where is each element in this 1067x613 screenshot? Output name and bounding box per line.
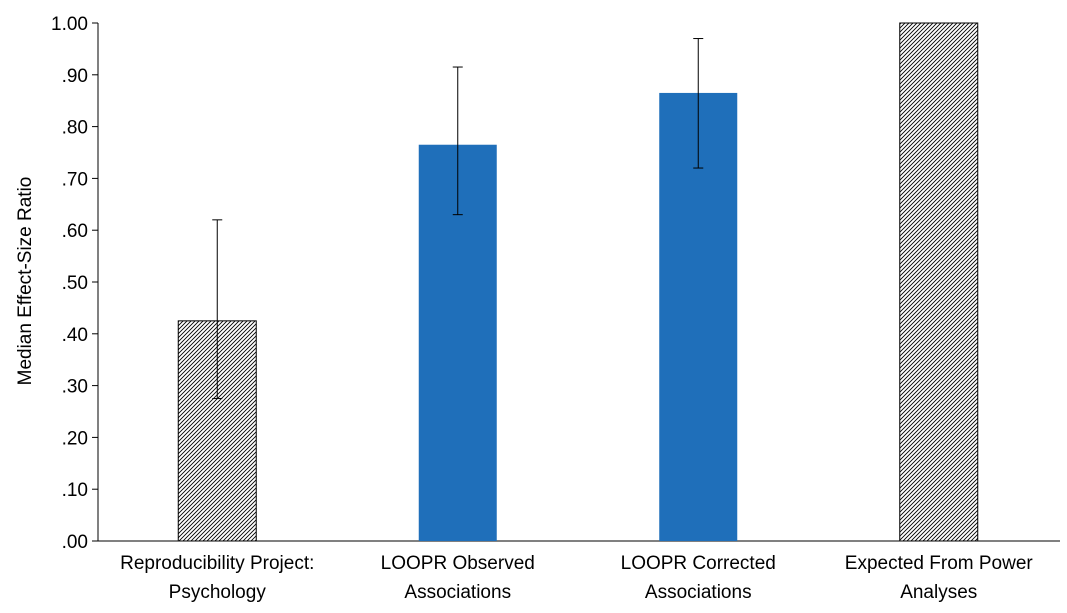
bar-4 (899, 22, 979, 542)
y-tick-label: .40 (62, 325, 88, 346)
y-tick-label: .50 (62, 273, 88, 294)
category-label-4: Expected From Power Analyses (845, 553, 1034, 603)
axis-layer: .00 .10 .20 .30 .40 .50 .60 .70 .80 .90 1.00 (51, 14, 1060, 553)
y-tick-label: .20 (62, 428, 88, 449)
y-tick-label: .60 (62, 221, 88, 242)
category-label-layer: Reproducibility Project: Psychology LOOPR … (120, 553, 1033, 603)
bar-layer (177, 22, 979, 542)
category-label-1: Reproducibility Project: Psychology (120, 553, 314, 603)
error-bar-2 (452, 66, 463, 216)
error-bar-layer (212, 38, 704, 400)
category-label-3: LOOPR Corrected Associations (621, 553, 776, 603)
error-bar-1 (212, 219, 223, 400)
y-tick-label: 1.00 (51, 14, 88, 35)
y-tick-label: .00 (62, 532, 88, 553)
y-tick-label: .30 (62, 377, 88, 398)
category-label-2: LOOPR Observed Associations (381, 553, 535, 603)
y-tick-label: .90 (62, 66, 88, 87)
y-axis-title: Median Effect-Size Ratio (15, 177, 36, 386)
error-bar-3 (693, 38, 704, 169)
y-tick-label: .10 (62, 480, 88, 501)
y-tick-label: .80 (62, 118, 88, 139)
y-tick-label: .70 (62, 169, 88, 190)
